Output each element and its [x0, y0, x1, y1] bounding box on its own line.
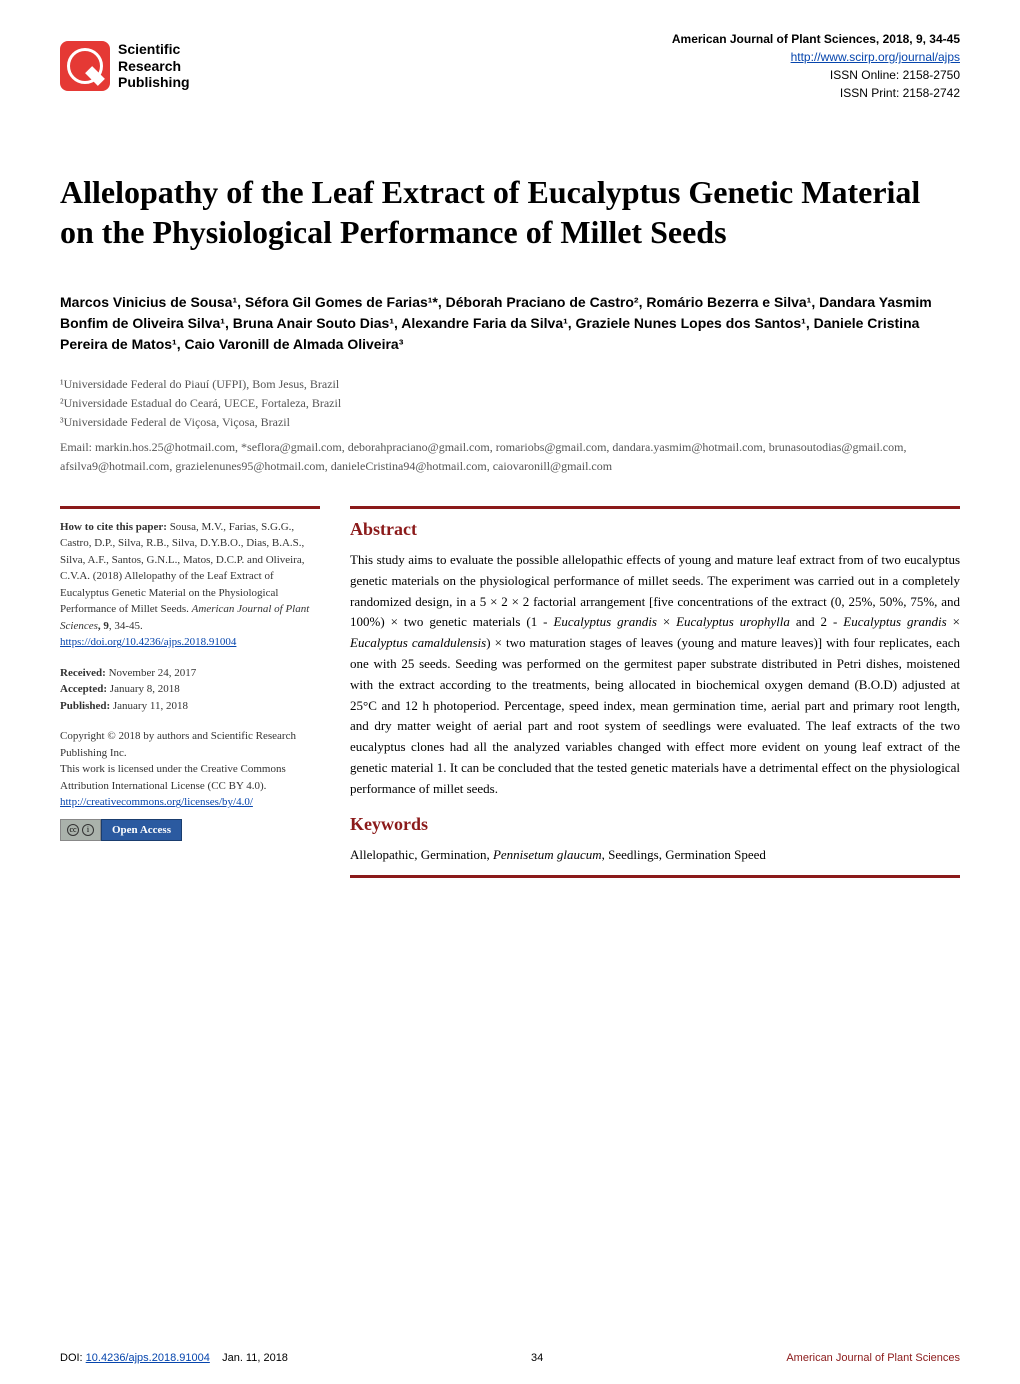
journal-url-link[interactable]: http://www.scirp.org/journal/ajps	[791, 50, 960, 64]
keywords-text: Allelopathic, Germination, Pennisetum gl…	[350, 845, 960, 866]
affiliation-2: ²Universidade Estadual do Ceará, UECE, F…	[60, 394, 960, 413]
issn-print: ISSN Print: 2158-2742	[672, 84, 960, 102]
publisher-logo: Scientific Research Publishing	[60, 30, 190, 102]
license-url-link[interactable]: http://creativecommons.org/licenses/by/4…	[60, 796, 253, 808]
copyright-block: Copyright © 2018 by authors and Scientif…	[60, 728, 320, 811]
cite-doi-link[interactable]: https://doi.org/10.4236/ajps.2018.91004	[60, 636, 236, 648]
citation-block: How to cite this paper: Sousa, M.V., Far…	[60, 519, 320, 651]
logo-text: Scientific Research Publishing	[118, 41, 190, 91]
page-footer: DOI: 10.4236/ajps.2018.91004 Jan. 11, 20…	[0, 1352, 1020, 1364]
logo-line3: Publishing	[118, 74, 190, 91]
keywords-heading: Keywords	[350, 814, 960, 835]
footer-page: 34	[531, 1352, 543, 1364]
footer-journal: American Journal of Plant Sciences	[786, 1352, 960, 1364]
published-date: January 11, 2018	[110, 700, 188, 712]
open-access-badge: Open Access	[101, 819, 182, 842]
issn-online: ISSN Online: 2158-2750	[672, 66, 960, 84]
doi-label: DOI:	[60, 1352, 86, 1364]
abstract-top-rule	[350, 506, 960, 509]
main-column: Abstract This study aims to evaluate the…	[350, 506, 960, 878]
footer-doi-link[interactable]: 10.4236/ajps.2018.91004	[86, 1352, 210, 1364]
cite-pages: , 34-45.	[109, 620, 143, 632]
title-block: Allelopathy of the Leaf Extract of Eucal…	[0, 122, 1020, 272]
cite-label: How to cite this paper:	[60, 521, 167, 533]
logo-line2: Research	[118, 58, 190, 75]
received-date: November 24, 2017	[106, 667, 196, 679]
dates-block: Received: November 24, 2017 Accepted: Ja…	[60, 665, 320, 715]
two-column-body: How to cite this paper: Sousa, M.V., Far…	[0, 496, 1020, 878]
cc-icon: cc	[67, 824, 79, 836]
journal-citation: American Journal of Plant Sciences, 2018…	[672, 30, 960, 48]
license-text: This work is licensed under the Creative…	[60, 761, 320, 794]
footer-left: DOI: 10.4236/ajps.2018.91004 Jan. 11, 20…	[60, 1352, 288, 1364]
received-label: Received:	[60, 667, 106, 679]
affiliation-1: ¹Universidade Federal do Piauí (UFPI), B…	[60, 375, 960, 394]
license-badges: cc i Open Access	[60, 819, 320, 842]
sidebar: How to cite this paper: Sousa, M.V., Far…	[60, 506, 320, 878]
paper-title: Allelopathy of the Leaf Extract of Eucal…	[60, 172, 960, 252]
header-meta: American Journal of Plant Sciences, 2018…	[672, 30, 960, 102]
copyright-text: Copyright © 2018 by authors and Scientif…	[60, 728, 320, 761]
cite-vol: , 9	[98, 620, 109, 632]
cc-badge: cc i	[60, 819, 101, 842]
abstract-text: This study aims to evaluate the possible…	[350, 550, 960, 800]
cite-text: Sousa, M.V., Farias, S.G.G., Castro, D.P…	[60, 521, 304, 616]
accepted-date: January 8, 2018	[107, 683, 180, 695]
by-icon: i	[82, 824, 94, 836]
published-label: Published:	[60, 700, 110, 712]
authors-line: Marcos Vinicius de Sousa¹, Séfora Gil Go…	[0, 272, 1020, 365]
sidebar-top-rule	[60, 506, 320, 509]
keywords-bottom-rule	[350, 875, 960, 878]
affiliations: ¹Universidade Federal do Piauí (UFPI), B…	[0, 365, 1020, 438]
footer-date: Jan. 11, 2018	[222, 1352, 288, 1364]
logo-icon	[60, 41, 110, 91]
affiliation-3: ³Universidade Federal de Viçosa, Viçosa,…	[60, 413, 960, 432]
abstract-heading: Abstract	[350, 519, 960, 540]
header-row: Scientific Research Publishing American …	[0, 0, 1020, 122]
logo-line1: Scientific	[118, 41, 190, 58]
emails-line: Email: markin.hos.25@hotmail.com, *seflo…	[0, 438, 1020, 496]
accepted-label: Accepted:	[60, 683, 107, 695]
